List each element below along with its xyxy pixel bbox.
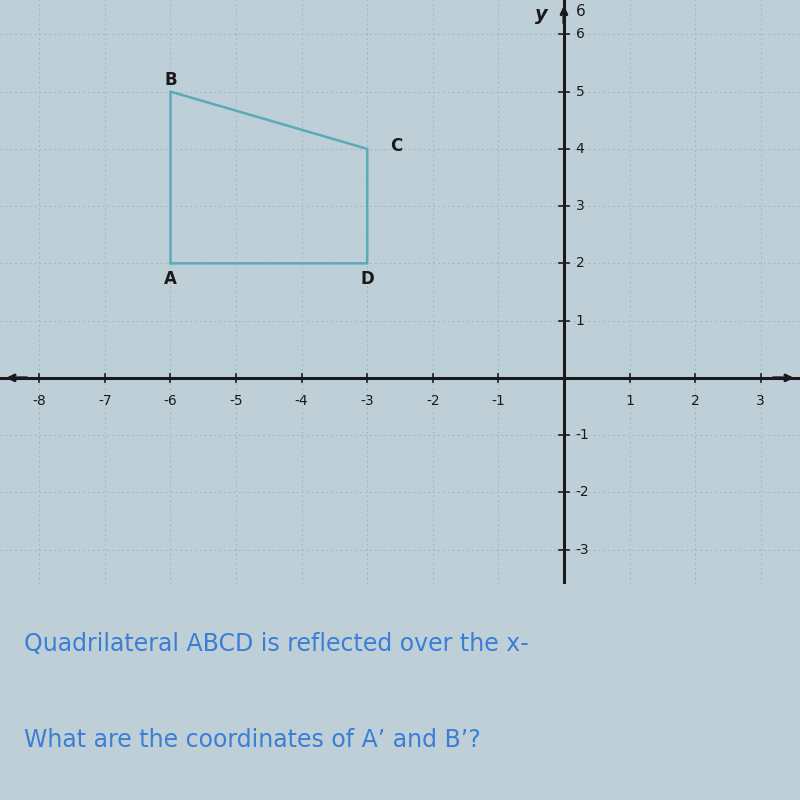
Text: y: y [534, 5, 547, 24]
Text: 3: 3 [576, 199, 585, 213]
Text: -1: -1 [491, 394, 506, 408]
Text: 1: 1 [576, 314, 585, 328]
Text: 2: 2 [690, 394, 699, 408]
Text: 2: 2 [576, 256, 585, 270]
Text: -6: -6 [164, 394, 178, 408]
Text: -1: -1 [576, 428, 590, 442]
Text: C: C [390, 137, 402, 155]
Text: What are the coordinates of A’ and B’?: What are the coordinates of A’ and B’? [24, 727, 481, 751]
Text: 3: 3 [756, 394, 765, 408]
Text: -2: -2 [426, 394, 439, 408]
Text: A: A [164, 270, 177, 289]
Text: 5: 5 [576, 85, 585, 98]
Text: 6: 6 [575, 4, 586, 19]
Text: -5: -5 [230, 394, 243, 408]
Text: Quadrilateral ABCD is reflected over the x-: Quadrilateral ABCD is reflected over the… [24, 633, 529, 657]
Text: -4: -4 [295, 394, 309, 408]
Text: -2: -2 [576, 486, 590, 499]
Text: 1: 1 [625, 394, 634, 408]
Text: B: B [164, 71, 177, 89]
Text: D: D [360, 270, 374, 289]
Text: 4: 4 [576, 142, 585, 156]
Text: 6: 6 [576, 27, 585, 42]
Text: -8: -8 [33, 394, 46, 408]
Text: -3: -3 [576, 542, 590, 557]
Text: -7: -7 [98, 394, 112, 408]
Text: -3: -3 [361, 394, 374, 408]
